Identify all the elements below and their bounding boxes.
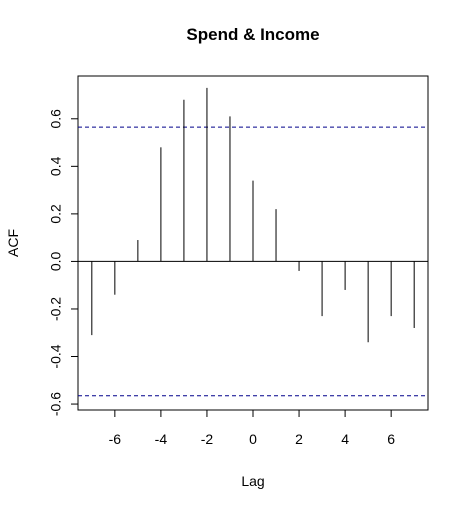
x-axis-label: Lag <box>241 473 264 489</box>
x-axis: -6 -4 -2 0 2 4 6 <box>109 410 395 447</box>
x-tick-label: -4 <box>155 431 168 447</box>
y-tick-label: -0.4 <box>48 344 64 368</box>
y-tick-label: -0.2 <box>48 297 64 321</box>
y-tick-label: -0.6 <box>48 392 64 416</box>
x-tick-label: -2 <box>201 431 214 447</box>
y-tick-label: 0.4 <box>48 156 64 176</box>
x-tick-label: 6 <box>387 431 395 447</box>
y-axis: -0.6 -0.4 -0.2 0.0 0.2 0.4 0.6 <box>48 109 78 416</box>
chart-title: Spend & Income <box>186 25 319 44</box>
y-tick-label: 0.6 <box>48 109 64 129</box>
x-tick-label: 0 <box>249 431 257 447</box>
x-tick-label: 2 <box>295 431 303 447</box>
y-axis-label: ACF <box>5 229 21 257</box>
y-tick-label: 0.0 <box>48 251 64 271</box>
x-tick-label: -6 <box>109 431 122 447</box>
x-tick-label: 4 <box>341 431 349 447</box>
y-tick-label: 0.2 <box>48 204 64 224</box>
acf-stems <box>91 87 415 343</box>
